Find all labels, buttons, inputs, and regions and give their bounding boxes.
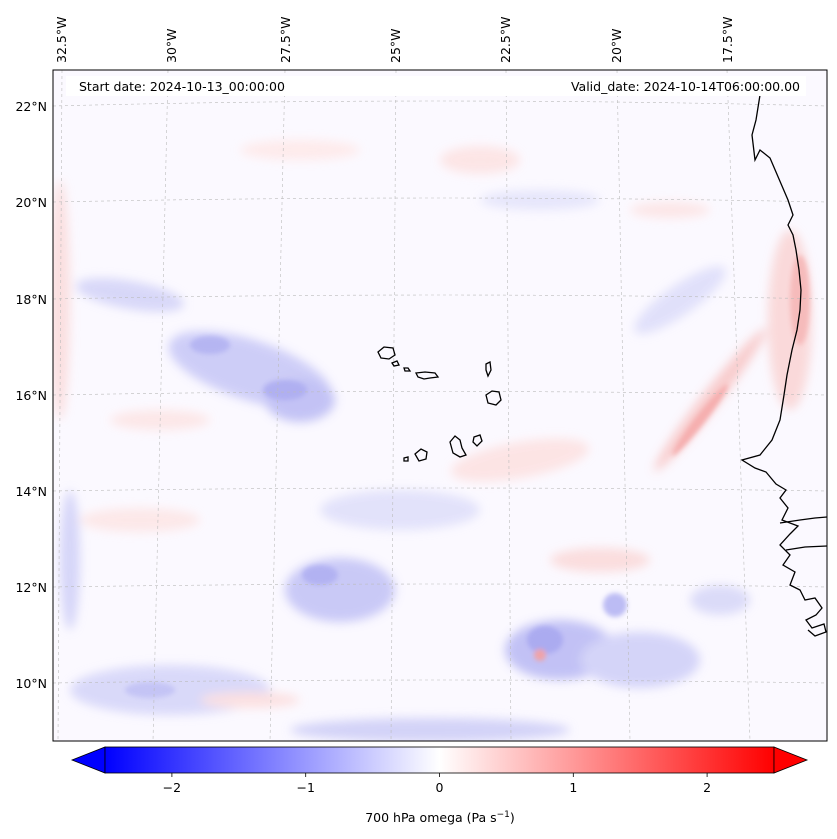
lon-label: 30°W — [164, 28, 179, 63]
colorbar-tick-label: −2 — [163, 780, 181, 795]
lon-label: 17.5°W — [720, 17, 735, 63]
colorbar-tick-label: 1 — [569, 780, 577, 795]
island-fogo — [414, 448, 428, 462]
colorbar-tick-label: 0 — [436, 780, 444, 795]
colorbar-extend-high — [773, 746, 809, 774]
lat-label: 18°N — [15, 292, 47, 307]
colorbar-body — [104, 746, 775, 774]
omega-field — [53, 70, 827, 741]
lon-label: 20°W — [609, 28, 624, 63]
lon-label: 27.5°W — [278, 17, 293, 63]
start-date-label: Start date: 2024-10-13_00:00:00 — [79, 79, 285, 94]
lat-label: 16°N — [15, 388, 47, 403]
lat-label: 10°N — [15, 676, 47, 691]
lon-label: 32.5°W — [54, 17, 69, 63]
island-sao-nicolau — [415, 371, 440, 380]
african-coast — [740, 94, 827, 637]
lat-label: 22°N — [15, 99, 47, 114]
lat-label: 14°N — [15, 484, 47, 499]
island-boa-vista — [485, 390, 502, 406]
coastlines — [377, 94, 827, 637]
senegal-coast — [779, 516, 827, 524]
longitude-labels: 32.5°W 30°W 27.5°W 25°W 22.5°W 20°W 17.5… — [54, 17, 735, 63]
island-sao-vicente — [391, 360, 400, 367]
island-maio — [472, 434, 483, 447]
lat-label: 20°N — [15, 195, 47, 210]
colorbar-label: 700 hPa omega (Pa s−1) — [365, 810, 515, 825]
island-santiago — [449, 435, 467, 458]
colorbar-extend-low — [70, 746, 106, 774]
latitude-labels: 22°N 20°N 18°N 16°N 14°N 12°N 10°N — [15, 99, 47, 691]
colorbar-tick-label: 2 — [703, 780, 711, 795]
gambia-coast — [785, 545, 827, 551]
island-brava — [403, 456, 409, 462]
colorbar: −2 −1 0 1 2 700 hPa omega (Pa s−1) — [70, 746, 809, 825]
colorbar-ticks: −2 −1 0 1 2 — [163, 773, 711, 795]
lat-label: 12°N — [15, 580, 47, 595]
island-sal — [485, 361, 492, 378]
header-banner — [66, 76, 806, 96]
colorbar-tick-label: −1 — [296, 780, 314, 795]
valid-date-label: Valid_date: 2024-10-14T06:00:00.00 — [571, 79, 800, 94]
lon-label: 22.5°W — [498, 17, 513, 63]
map-frame — [52, 69, 828, 742]
lon-label: 25°W — [388, 28, 403, 63]
island-santo-antao — [377, 346, 396, 360]
island-santa-luzia — [403, 367, 412, 372]
gridlines — [53, 70, 827, 741]
